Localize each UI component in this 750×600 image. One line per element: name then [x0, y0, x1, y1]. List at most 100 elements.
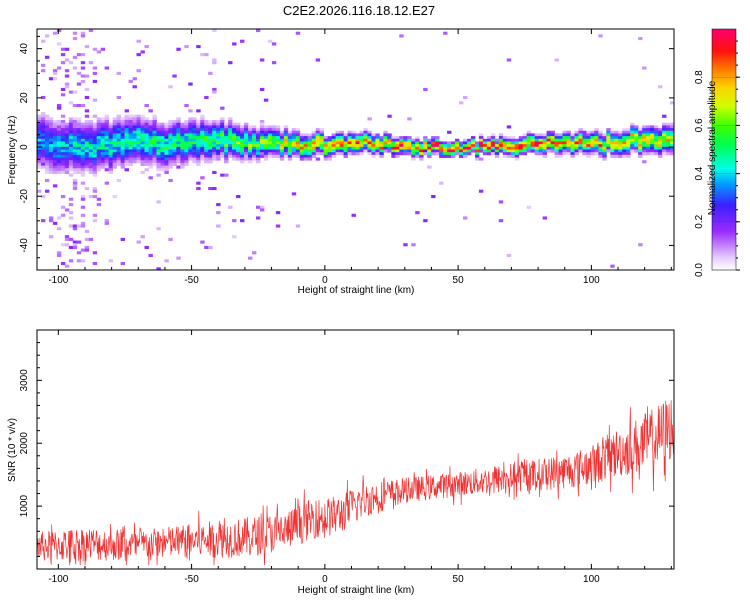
- spectrogram-cell: [379, 154, 384, 158]
- spectrogram-cell: [40, 160, 46, 164]
- spectrogram-cell: [327, 152, 333, 156]
- spectrogram-cell: [490, 133, 496, 137]
- spectrogram-cell: [379, 141, 384, 145]
- spectrogram-cell: [128, 128, 133, 132]
- spectrogram-cell: [140, 130, 145, 134]
- spectrogram-cell: [72, 154, 78, 158]
- spectrogram-cell: [459, 154, 464, 158]
- spectrogram-cell: [431, 149, 436, 153]
- spectrogram-cell: [375, 136, 380, 140]
- spectrogram-cell: [64, 243, 70, 247]
- spectrogram-cell: [44, 160, 50, 164]
- spectrogram-cell: [327, 144, 333, 148]
- spectrogram-cell: [478, 146, 484, 150]
- spectrogram-cell: [315, 133, 321, 137]
- spectrogram-cell: [168, 157, 173, 161]
- spectrogram-cell: [510, 152, 516, 156]
- spectrogram-cell: [168, 130, 173, 134]
- spectrogram-cell: [68, 144, 74, 148]
- spectrogram-cell: [443, 144, 448, 148]
- spectrogram-cell: [236, 133, 241, 137]
- spectrogram-cell: [343, 133, 348, 137]
- spectrogram-cell: [375, 144, 380, 148]
- spectrogram-cell: [52, 170, 58, 174]
- spectrogram-cell: [200, 141, 205, 145]
- spectrogram-cell: [124, 120, 129, 124]
- spectrogram-cell: [152, 152, 157, 156]
- spectrogram-cell: [307, 149, 313, 153]
- spectrogram-cell: [514, 146, 520, 150]
- spectrogram-cell: [92, 133, 98, 137]
- spectrogram-cell: [275, 133, 281, 137]
- spectrogram-cell: [72, 165, 78, 169]
- spectrogram-cell: [658, 136, 663, 140]
- spectrogram-cell: [192, 149, 197, 153]
- spectrogram-cell: [52, 144, 58, 148]
- spectrogram-cell: [172, 74, 177, 78]
- spectrogram-cell: [136, 146, 141, 150]
- spectrogram-cell: [244, 122, 249, 126]
- spectrogram-cell: [72, 133, 78, 137]
- spectrogram-cell: [200, 144, 205, 148]
- spectrogram-cell: [100, 122, 106, 126]
- spectrogram-cell: [598, 144, 603, 148]
- spectrogram-cell: [144, 103, 149, 108]
- spectrogram-cell: [240, 138, 245, 142]
- spectrogram-cell: [248, 138, 253, 142]
- spectrogram-cell: [391, 136, 396, 140]
- spectrogram-cell: [37, 162, 42, 166]
- spectrogram-cell: [614, 141, 619, 145]
- spectrogram-cell: [156, 149, 161, 153]
- spectrogram-cell: [582, 130, 587, 134]
- spectrogram-cell: [283, 154, 289, 158]
- spectrogram-cell: [459, 152, 464, 156]
- spectrogram-cell: [248, 256, 253, 260]
- spectrogram-cell: [255, 141, 261, 145]
- spectrogram-cell: [56, 227, 62, 231]
- spectrogram-cell: [68, 162, 74, 166]
- spectrogram-cell: [466, 138, 472, 142]
- spectrogram-cell: [164, 168, 169, 172]
- spectrogram-cell: [232, 128, 237, 132]
- spectrogram-cell: [538, 146, 544, 150]
- spectrogram-cell: [72, 120, 78, 124]
- spectrogram-cell: [518, 146, 524, 150]
- spectrogram-cell: [602, 157, 607, 161]
- spectrogram-cell: [236, 154, 241, 158]
- spectrogram-cell: [562, 130, 567, 134]
- spectrogram-cell: [598, 136, 603, 140]
- spectrogram-cell: [220, 136, 225, 140]
- spectrogram-cell: [407, 141, 412, 145]
- spectrogram-cell: [658, 138, 663, 142]
- spectrogram-cell: [164, 170, 169, 174]
- spectrogram-cell: [478, 136, 484, 140]
- spectrogram-cell: [160, 165, 165, 169]
- spectrogram-cell: [104, 221, 110, 225]
- spectrogram-cell: [104, 125, 110, 129]
- spectrogram-cell: [415, 211, 420, 215]
- spectrogram-cell: [68, 122, 74, 126]
- spectrogram-cell: [216, 136, 221, 140]
- spectrogram-cell: [56, 133, 62, 137]
- spectrogram-cell: [478, 138, 484, 142]
- spectrogram-cell: [526, 133, 532, 137]
- spectrogram-cell: [144, 168, 149, 172]
- spectrogram-cell: [554, 152, 559, 156]
- spectrogram-cell: [80, 122, 86, 126]
- spectrogram-cell: [327, 157, 333, 161]
- spectrogram-cell: [80, 259, 86, 263]
- spectrogram-cell: [128, 133, 133, 137]
- spectrogram-cell: [522, 138, 528, 142]
- spectrogram-cell: [510, 141, 516, 145]
- spectrogram-cell: [176, 157, 181, 161]
- spectrogram-cell: [148, 120, 153, 124]
- spectrogram-cell: [152, 144, 157, 148]
- spectrogram-cell: [642, 133, 647, 137]
- spectrogram-cell: [574, 130, 579, 134]
- spectrogram-cell: [558, 141, 563, 145]
- spectrogram-cell: [140, 125, 145, 129]
- spectrogram-cell: [462, 144, 468, 148]
- spectrogram-cell: [192, 138, 197, 142]
- spectrogram-cell: [554, 136, 559, 140]
